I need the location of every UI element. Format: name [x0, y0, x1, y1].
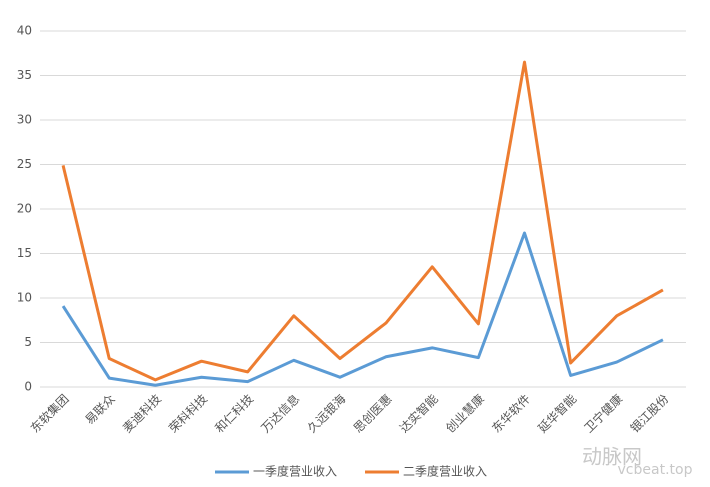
legend-label: 一季度营业收入 — [253, 464, 337, 479]
y-tick-label: 15 — [17, 246, 32, 260]
y-tick-label: 20 — [17, 202, 32, 216]
line-series — [61, 231, 664, 387]
x-tick-label: 万达信息 — [258, 391, 303, 436]
y-tick-label: 5 — [24, 335, 32, 349]
x-tick-label: 卫宁健康 — [581, 391, 626, 436]
x-tick-label: 和仁科技 — [212, 392, 256, 436]
legend-label: 二季度营业收入 — [403, 464, 487, 479]
x-tick-label: 荣科科技 — [166, 392, 210, 436]
y-tick-label: 35 — [17, 68, 32, 82]
x-tick-label: 久远银海 — [304, 391, 349, 436]
x-tick-label: 达实智能 — [396, 391, 441, 436]
x-tick-label: 延华智能 — [535, 391, 580, 436]
y-tick-label: 0 — [24, 380, 32, 394]
y-tick-label: 40 — [17, 24, 32, 38]
y-tick-label: 30 — [17, 113, 32, 127]
watermark: 动脉网 — [582, 445, 642, 469]
x-tick-label: 易联众 — [82, 392, 117, 427]
x-tick-label: 创业慧康 — [442, 391, 487, 436]
x-tick-label: 思创医惠 — [351, 392, 395, 436]
watermark: vcbeat.top — [618, 462, 693, 478]
x-tick-label: 东软集团 — [27, 391, 72, 436]
x-tick-label: 东华软件 — [489, 392, 533, 436]
y-tick-label: 25 — [17, 157, 32, 171]
y-tick-label: 10 — [17, 291, 32, 305]
line-series — [61, 60, 664, 382]
x-tick-label: 银江股份 — [628, 392, 672, 436]
x-tick-label: 麦迪科技 — [120, 392, 164, 436]
